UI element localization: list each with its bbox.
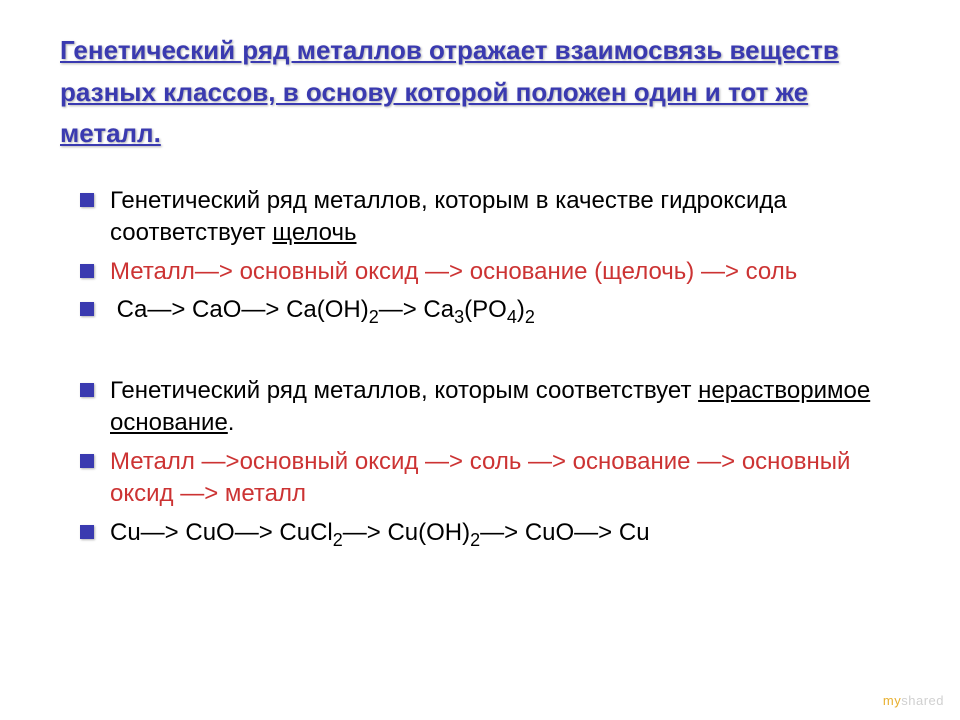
list-item: Металл—> основный оксид —> основание (ще… <box>80 256 910 288</box>
content-list: Генетический ряд металлов, которым в кач… <box>60 185 910 552</box>
formula-text: Cu—> CuO—> CuCl2—> Cu(OH)2—> CuO—> Cu <box>110 517 650 552</box>
slide: Генетический ряд металлов отражает взаим… <box>0 0 960 720</box>
f: —> Cu(OH) <box>343 519 470 546</box>
list-item: Cu—> CuO—> CuCl2—> Cu(OH)2—> CuO—> Cu <box>80 517 910 552</box>
list-item: Генетический ряд металлов, которым в кач… <box>80 185 910 250</box>
f: —> CuO—> Cu <box>480 519 649 546</box>
f: (PO <box>464 296 507 323</box>
item-text: Генетический ряд металлов, которым соотв… <box>110 375 910 440</box>
square-bullet-icon <box>80 383 94 397</box>
watermark-shared: shared <box>901 693 944 708</box>
square-bullet-icon <box>80 264 94 278</box>
square-bullet-icon <box>80 525 94 539</box>
sub: 2 <box>525 307 535 327</box>
list-item: Генетический ряд металлов, которым соотв… <box>80 375 910 440</box>
sub: 3 <box>454 307 464 327</box>
formula-text: Ca—> CaO—> Ca(OH)2—> Ca3(PO4)2 <box>110 294 535 329</box>
item-text: Металл—> основный оксид —> основание (ще… <box>110 256 797 288</box>
square-bullet-icon <box>80 302 94 316</box>
f: —> Ca <box>379 296 454 323</box>
text-fragment: Генетический ряд металлов, которым в кач… <box>110 187 787 246</box>
text-fragment: . <box>228 409 235 436</box>
sub: 2 <box>333 529 343 549</box>
slide-title: Генетический ряд металлов отражает взаим… <box>60 30 910 155</box>
list-item: Металл —>основный оксид —> соль —> основ… <box>80 446 910 511</box>
item-text: Металл —>основный оксид —> соль —> основ… <box>110 446 910 511</box>
square-bullet-icon <box>80 454 94 468</box>
f: ) <box>517 296 525 323</box>
sub: 4 <box>507 307 517 327</box>
sub: 2 <box>369 307 379 327</box>
watermark: myshared <box>883 693 944 708</box>
list-item: Ca—> CaO—> Ca(OH)2—> Ca3(PO4)2 <box>80 294 910 329</box>
f: Ca—> CaO—> Ca(OH) <box>110 296 369 323</box>
spacer <box>80 335 910 375</box>
square-bullet-icon <box>80 193 94 207</box>
sub: 2 <box>470 529 480 549</box>
f: Cu—> CuO—> CuCl <box>110 519 333 546</box>
watermark-my: my <box>883 693 901 708</box>
underlined-text: щелочь <box>272 219 356 246</box>
item-text: Генетический ряд металлов, которым в кач… <box>110 185 910 250</box>
text-fragment: Генетический ряд металлов, которым соотв… <box>110 377 698 404</box>
